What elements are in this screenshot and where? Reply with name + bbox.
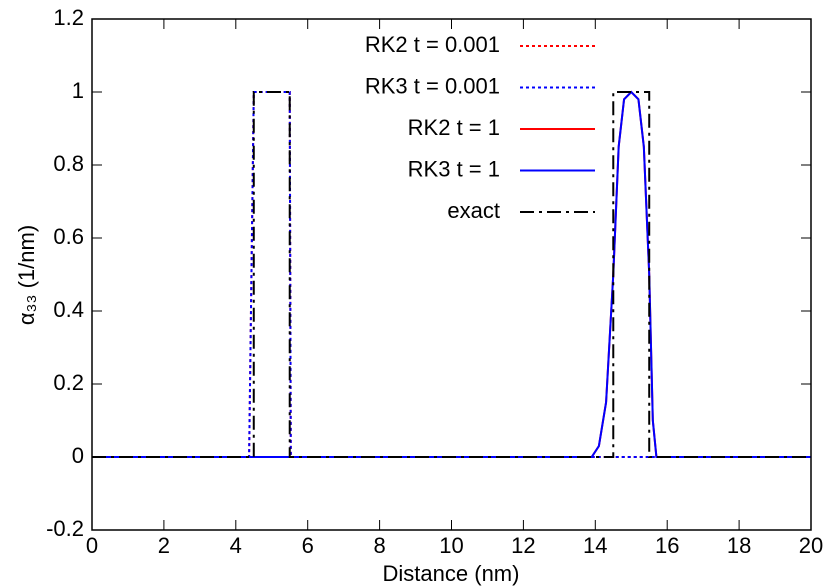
x-axis-label: Distance (nm) — [383, 561, 520, 586]
x-tick-label: 20 — [799, 533, 823, 558]
series-line — [92, 90, 811, 458]
y-tick-label: 0.8 — [53, 151, 84, 176]
plot-area — [92, 90, 811, 458]
series-line — [92, 91, 811, 458]
series-line — [92, 91, 811, 458]
x-tick-label: 14 — [583, 533, 607, 558]
x-tick-label: 16 — [655, 533, 679, 558]
y-tick-label: -0.2 — [46, 516, 84, 541]
y-tick-label: 1.2 — [53, 5, 84, 30]
x-tick-label: 2 — [158, 533, 170, 558]
x-tick-label: 12 — [511, 533, 535, 558]
series-line — [92, 90, 811, 458]
x-tick-label: 0 — [86, 533, 98, 558]
y-tick-label: 0.6 — [53, 224, 84, 249]
x-tick-label: 6 — [302, 533, 314, 558]
y-tick-label: 1 — [72, 78, 84, 103]
plot-frame — [91, 18, 812, 531]
x-tick-label: 8 — [373, 533, 385, 558]
x-tick-label: 10 — [439, 533, 463, 558]
series-line — [92, 91, 811, 458]
x-tick-label: 4 — [230, 533, 242, 558]
legend-label: RK3 t = 1 — [408, 156, 500, 181]
y-tick-label: 0.2 — [53, 370, 84, 395]
legend-label: exact — [447, 198, 500, 223]
y-axis-label: α₃₃ (1/nm) — [14, 225, 39, 325]
x-tick-label: 18 — [727, 533, 751, 558]
legend-label: RK2 t = 1 — [408, 115, 500, 140]
y-tick-label: 0.4 — [53, 297, 84, 322]
legend-label: RK3 t = 0.001 — [365, 73, 500, 98]
legend-label: RK2 t = 0.001 — [365, 32, 500, 57]
y-tick-label: 0 — [72, 443, 84, 468]
